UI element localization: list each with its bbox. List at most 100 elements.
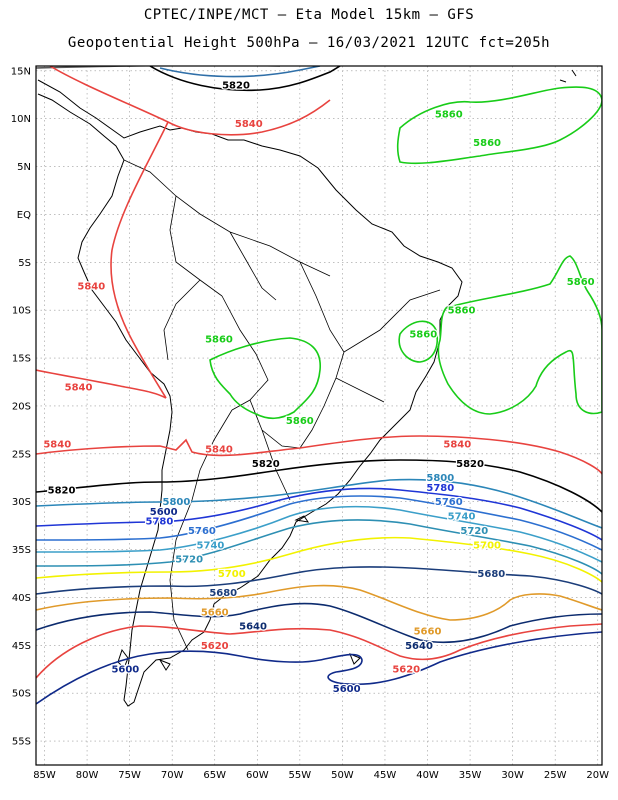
lon-tick-label: 85W <box>33 770 56 781</box>
contour-label-5660: 5660 <box>414 626 442 637</box>
contour-5780 <box>36 487 602 541</box>
contour-5860-continental <box>209 337 321 420</box>
map-title-line2: Geopotential Height 500hPa – 16/03/2021 … <box>67 35 551 51</box>
lat-tick-label: 20S <box>12 401 31 412</box>
lat-tick-label: 5N <box>17 162 31 173</box>
contour-label-5720: 5720 <box>460 526 488 537</box>
lat-tick-label: 25S <box>12 449 31 460</box>
lat-tick-label: 40S <box>12 593 31 604</box>
lat-tick-label: 50S <box>12 689 31 700</box>
lat-tick-label: 15N <box>11 66 31 77</box>
lat-tick-label: 10N <box>11 114 31 125</box>
map-title-line1: CPTEC/INPE/MCT – Eta Model 15km – GFS <box>143 7 475 23</box>
contour-label-5760: 5760 <box>188 526 216 537</box>
lat-tick-label: 45S <box>12 641 31 652</box>
contour-label-5780: 5780 <box>426 483 454 494</box>
contour-label-5760: 5760 <box>435 497 463 508</box>
contour-label-5780: 5780 <box>145 516 173 527</box>
contour-label-5660: 5660 <box>201 607 229 618</box>
contour-label-5620: 5620 <box>201 641 229 652</box>
lon-tick-label: 55W <box>289 770 312 781</box>
lon-tick-label: 35W <box>459 770 482 781</box>
lon-tick-label: 60W <box>246 770 269 781</box>
contour-5720 <box>36 519 602 575</box>
contour-label-5700: 5700 <box>218 569 246 580</box>
contour-label-5840: 5840 <box>235 119 263 130</box>
contour-label-5860: 5860 <box>409 330 437 341</box>
lon-tick-label: 30W <box>501 770 524 781</box>
contour-label-5800: 5800 <box>163 497 191 508</box>
contour-label-5820: 5820 <box>222 81 250 92</box>
contour-5740 <box>36 505 602 563</box>
lat-tick-label: 10S <box>12 306 31 317</box>
contour-label-5740: 5740 <box>448 512 476 523</box>
lon-tick-label: 80W <box>76 770 99 781</box>
contour-label-5860: 5860 <box>473 138 501 149</box>
contour-label-5840: 5840 <box>65 382 93 393</box>
contour-label-5860: 5860 <box>286 416 314 427</box>
contour-label-5820: 5820 <box>456 459 484 470</box>
axis-tick-labels: 15N 10N 5N EQ 5S 10S 15S 20S 25S 30S 35S 40S 45S 50S 5… <box>11 66 609 781</box>
contour-5560 <box>36 66 280 69</box>
contour-label-5820: 5820 <box>48 486 76 497</box>
contour-label-5840: 5840 <box>443 440 471 451</box>
contour-label-5620: 5620 <box>392 665 420 676</box>
lon-tick-label: 45W <box>374 770 397 781</box>
lon-tick-label: 20W <box>586 770 609 781</box>
contour-label-5860: 5860 <box>205 334 233 345</box>
contour-label-5640: 5640 <box>239 622 267 633</box>
contour-5840-pacific <box>36 369 167 399</box>
lon-tick-label: 75W <box>118 770 141 781</box>
contour-label-5840: 5840 <box>43 440 71 451</box>
lon-tick-label: 40W <box>416 770 439 781</box>
contour-5600 <box>36 631 602 705</box>
contour-label-5860: 5860 <box>435 109 463 120</box>
contour-label-5860: 5860 <box>448 306 476 317</box>
contour-label-5720: 5720 <box>175 555 203 566</box>
islands <box>117 69 577 671</box>
contour-label-5700: 5700 <box>473 540 501 551</box>
contour-label-5600: 5600 <box>333 684 361 695</box>
contour-5840-west <box>110 121 169 399</box>
contour-5840-south <box>36 435 602 475</box>
contour-label-5600: 5600 <box>150 507 178 518</box>
contour-label-5820: 5820 <box>252 459 280 470</box>
contour-label-5840: 5840 <box>77 282 105 293</box>
contour-lines <box>36 66 602 705</box>
central-america-coastline <box>37 79 463 707</box>
lon-tick-label: 25W <box>544 770 567 781</box>
contour-label-5600: 5600 <box>111 665 139 676</box>
lat-tick-label: 5S <box>18 258 31 269</box>
contour-label-5800: 5800 <box>426 473 454 484</box>
contour-label-5640: 5640 <box>405 641 433 652</box>
contour-5820 <box>36 459 602 513</box>
contour-5660 <box>36 584 602 621</box>
lat-tick-label: 35S <box>12 545 31 556</box>
lat-tick-label: 55S <box>12 737 31 748</box>
lat-tick-label: 30S <box>12 497 31 508</box>
contour-5620 <box>36 623 602 679</box>
contour-label-5860: 5860 <box>567 277 595 288</box>
contour-5640 <box>36 602 602 644</box>
lat-tick-label: 15S <box>12 354 31 365</box>
contour-5800 <box>36 478 602 529</box>
coastline-layer <box>37 69 577 707</box>
contour-5860-coast <box>398 320 438 363</box>
contour-5820-north <box>149 66 341 92</box>
contour-label-5740: 5740 <box>197 540 225 551</box>
contour-5760 <box>36 495 602 551</box>
contour-labels: 5600 5600 5600 5620 5620 5640 5640 5660 5660 5680… <box>42 79 596 696</box>
lon-tick-label: 65W <box>203 770 226 781</box>
contour-5860-atlantic-north <box>396 86 602 165</box>
map-frame <box>35 65 603 766</box>
lon-tick-label: 70W <box>161 770 184 781</box>
contour-5600-north <box>159 66 321 78</box>
contour-5840-north <box>49 66 331 136</box>
contour-label-5840: 5840 <box>205 445 233 456</box>
lon-tick-label: 50W <box>331 770 354 781</box>
contour-label-5680: 5680 <box>209 588 237 599</box>
lat-tick-label: EQ <box>17 210 31 221</box>
contour-5680 <box>36 566 602 595</box>
contour-label-5680: 5680 <box>477 569 505 580</box>
